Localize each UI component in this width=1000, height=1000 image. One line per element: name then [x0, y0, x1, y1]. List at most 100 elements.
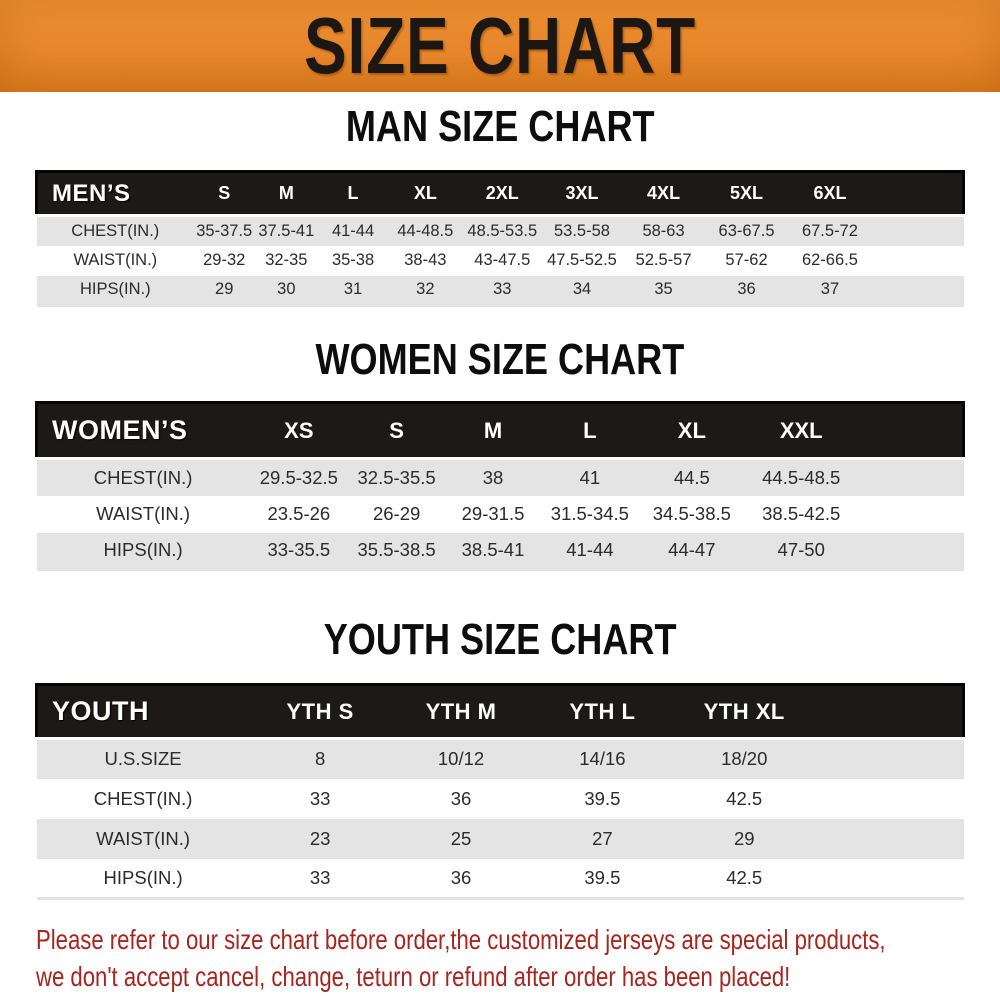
youth-table-row: WAIST(IN.) 23 25 27 29 — [36, 818, 964, 859]
men-spacer-cell — [872, 246, 964, 276]
men-size-value: 32 — [416, 280, 435, 299]
men-row-label: CHEST(IN.) — [71, 221, 160, 240]
women-size-value: 33-35.5 — [267, 539, 331, 561]
men-size-value: 33 — [493, 280, 512, 299]
men-table-row: HIPS(IN.) 29 30 31 32 33 34 35 36 37 — [36, 275, 964, 306]
youth-section: YOUTH SIZE CHART YOUTH YTH S YTH M YTH L YTH… — [0, 617, 1000, 900]
men-size-value: 36 — [737, 280, 756, 299]
women-size-value: 47-50 — [777, 539, 825, 561]
women-size-value: 41-44 — [566, 539, 614, 561]
youth-table-row: HIPS(IN.) 33 36 39.5 42.5 — [36, 858, 964, 899]
men-size-value: 31 — [343, 280, 363, 299]
men-section-heading: MAN SIZE CHART — [0, 104, 1000, 150]
youth-size-value: 14/16 — [579, 748, 626, 770]
women-row-label: HIPS(IN.) — [103, 539, 183, 561]
men-size-value: 57-62 — [725, 251, 768, 269]
men-size-value: 34 — [572, 280, 592, 299]
women-column-header: XXL — [779, 417, 823, 443]
men-size-value: 29 — [215, 280, 234, 299]
youth-size-value: 33 — [309, 787, 331, 809]
youth-spacer-cell — [815, 819, 963, 859]
women-spacer-cell — [858, 459, 964, 496]
men-column-header: XL — [413, 183, 437, 203]
women-size-value: 26-29 — [372, 503, 421, 524]
men-corner-label: MEN’S — [52, 179, 131, 207]
youth-size-value: 10/12 — [437, 748, 485, 770]
women-corner-label: WOMEN’S — [52, 415, 188, 445]
men-size-value: 41-44 — [331, 221, 375, 240]
women-header-row: WOMEN’S XS S M L XL XXL — [36, 402, 964, 459]
youth-section-heading: YOUTH SIZE CHART — [0, 617, 1000, 663]
men-column-header: 2XL — [485, 183, 519, 203]
men-column-header: M — [278, 183, 294, 203]
youth-size-value: 29 — [733, 827, 755, 849]
youth-row-label: U.S.SIZE — [104, 748, 182, 770]
men-column-header: 6XL — [813, 183, 847, 203]
women-column-header: M — [483, 417, 503, 443]
youth-column-header: YTH M — [425, 698, 497, 724]
women-size-value: 29-31.5 — [461, 503, 525, 524]
women-size-value: 41 — [579, 466, 601, 488]
women-size-value: 38.5-41 — [461, 539, 525, 561]
men-column-header: 3XL — [565, 183, 599, 203]
women-section: WOMEN SIZE CHART WOMEN’S XS S M L XL XXL CHEST… — [0, 337, 1000, 571]
women-row-label: CHEST(IN.) — [93, 466, 193, 488]
men-section-heading-text: MAN SIZE CHART — [345, 102, 655, 151]
women-row-label: WAIST(IN.) — [96, 503, 191, 524]
women-table-row: HIPS(IN.) 33-35.5 35.5-38.5 38.5-41 41-44 44-… — [36, 532, 964, 570]
youth-size-value: 25 — [450, 827, 472, 849]
men-header-row: MEN’S S M L XL 2XL 3XL 4XL 5XL 6XL — [36, 171, 964, 216]
women-section-heading-text: WOMEN SIZE CHART — [315, 335, 685, 384]
women-size-value: 38 — [482, 466, 504, 488]
men-size-value: 35-37.5 — [196, 221, 253, 240]
men-size-value: 47.5-52.5 — [547, 251, 617, 269]
men-size-value: 37.5-41 — [258, 221, 315, 240]
men-size-value: 29-32 — [203, 251, 246, 269]
youth-size-value: 36 — [450, 787, 472, 809]
men-size-value: 35 — [654, 280, 673, 299]
youth-column-header: YTH XL — [703, 698, 785, 724]
women-size-value: 38.5-42.5 — [762, 503, 841, 524]
men-size-value: 63-67.5 — [718, 221, 775, 240]
men-row-label: WAIST(IN.) — [73, 251, 158, 269]
youth-size-value: 42.5 — [726, 787, 763, 809]
youth-size-value: 42.5 — [726, 866, 763, 888]
youth-column-header: YTH S — [286, 698, 354, 724]
youth-spacer-cell — [815, 739, 963, 779]
banner-title: SIZE CHART — [304, 1, 696, 90]
men-column-header: S — [218, 183, 231, 203]
men-spacer-cell — [872, 216, 964, 246]
footer-notice: Please refer to our size chart before or… — [0, 921, 1000, 995]
men-column-header: L — [347, 183, 359, 203]
men-spacer-cell — [872, 172, 964, 216]
women-size-value: 44-47 — [668, 539, 716, 561]
youth-row-label: WAIST(IN.) — [96, 827, 191, 849]
women-size-value: 32.5-35.5 — [357, 466, 436, 488]
men-section: MAN SIZE CHART MEN’S S M L XL 2XL 3XL 4XL 5XL 6XL… — [0, 104, 1000, 307]
women-size-table: WOMEN’S XS S M L XL XXL CHEST(IN.) 29.5-32.5 32.… — [35, 401, 965, 571]
women-spacer-cell — [858, 403, 964, 459]
men-size-table: MEN’S S M L XL 2XL 3XL 4XL 5XL 6XL CHEST(IN.) 35-3… — [35, 170, 965, 307]
youth-size-value: 39.5 — [584, 866, 621, 888]
youth-size-value: 39.5 — [584, 787, 621, 809]
women-column-header: L — [583, 417, 597, 443]
youth-size-value: 18/20 — [721, 748, 768, 770]
women-size-value: 29.5-32.5 — [259, 466, 338, 488]
youth-size-table: YOUTH YTH S YTH M YTH L YTH XL U.S.SIZE 8 10/1… — [35, 683, 965, 900]
men-size-value: 37 — [820, 280, 840, 299]
youth-spacer-cell — [815, 859, 963, 899]
men-size-value: 67.5-72 — [801, 221, 858, 240]
women-size-value: 31.5-34.5 — [550, 503, 629, 524]
women-size-value: 34.5-38.5 — [652, 503, 731, 524]
men-spacer-cell — [872, 276, 964, 306]
women-column-header: XL — [677, 417, 706, 443]
youth-size-value: 36 — [450, 866, 472, 888]
women-spacer-cell — [858, 533, 964, 570]
notice-line-1: Please refer to our size chart before or… — [36, 924, 886, 955]
men-size-value: 52.5-57 — [635, 251, 692, 269]
men-size-value: 38-43 — [404, 251, 447, 269]
men-size-value: 48.5-53.5 — [467, 221, 538, 240]
women-size-value: 23.5-26 — [267, 503, 331, 524]
youth-corner-label: YOUTH — [52, 696, 149, 726]
